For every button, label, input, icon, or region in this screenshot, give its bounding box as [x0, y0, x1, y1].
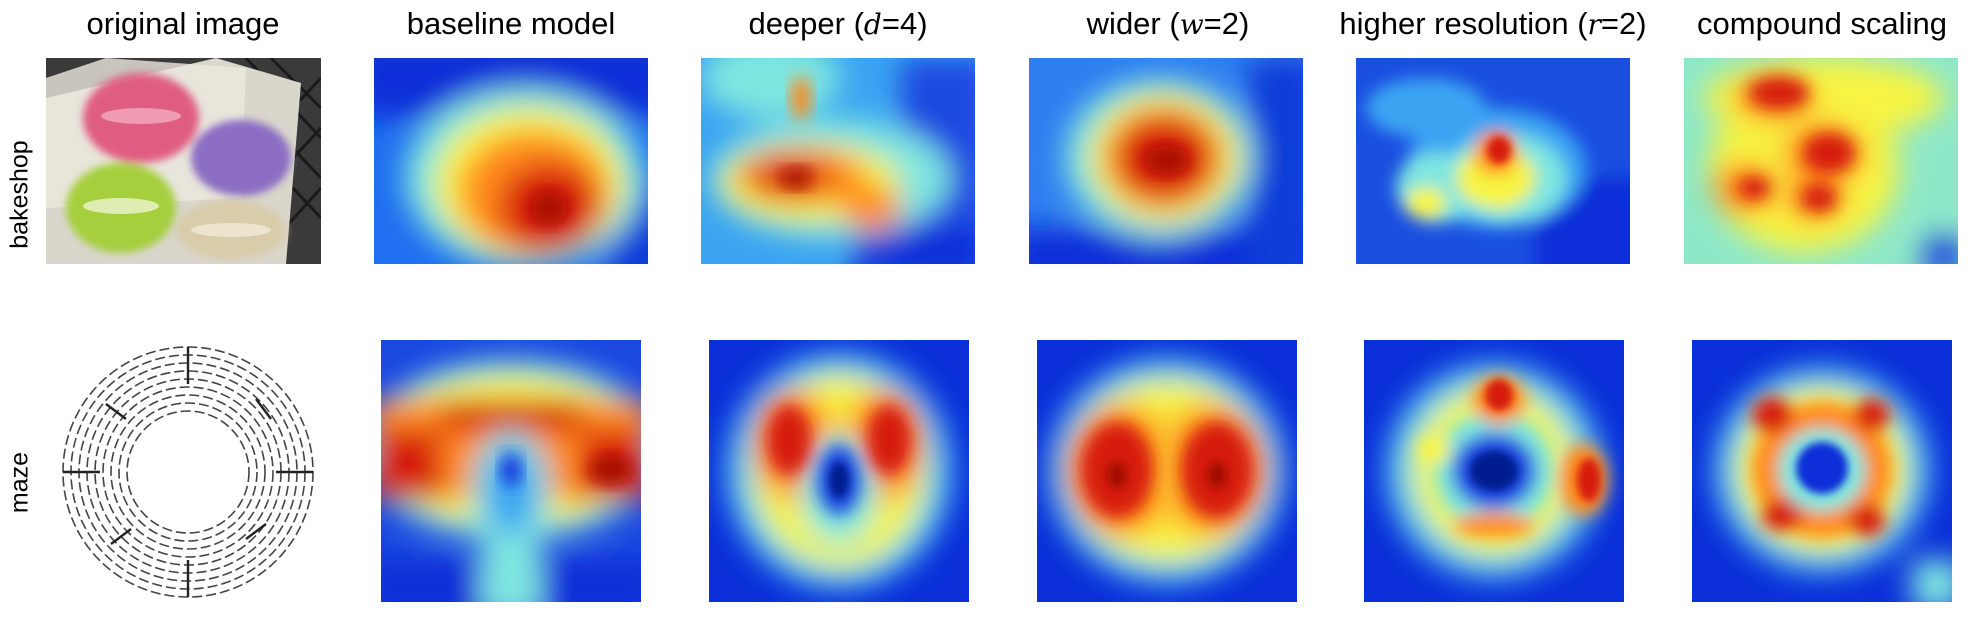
bakeshop-heatmap-deeper	[701, 58, 975, 264]
maze-heatmap-compound-scaling	[1692, 340, 1952, 602]
maze-heatmap-wider	[1037, 340, 1297, 602]
maze-heatmap-baseline	[381, 340, 641, 602]
column-title-original: original image	[86, 6, 280, 41]
row-label-maze: maze	[5, 451, 34, 514]
bakeshop-heatmap-baseline	[374, 58, 648, 264]
maze-heatmap-deeper	[709, 340, 969, 602]
column-title-deeper: deeper (d=4)	[748, 6, 928, 41]
bakeshop-heatmap-wider	[1029, 58, 1303, 264]
column-title-compound-scaling: compound scaling	[1697, 6, 1947, 41]
column-title-wider: wider (w=2)	[1086, 6, 1250, 41]
maze-heatmap-higher-resolution	[1364, 340, 1624, 602]
row-label-bakeshop: bakeshop	[5, 140, 34, 249]
column-title-higher-resolution: higher resolution (r=2)	[1339, 6, 1647, 41]
bakeshop-heatmap-compound-scaling	[1684, 58, 1958, 264]
bakeshop-original-image	[46, 58, 321, 264]
column-title-baseline: baseline model	[406, 6, 616, 41]
bakeshop-heatmap-higher-resolution	[1356, 58, 1630, 264]
maze-original-image	[56, 344, 320, 600]
